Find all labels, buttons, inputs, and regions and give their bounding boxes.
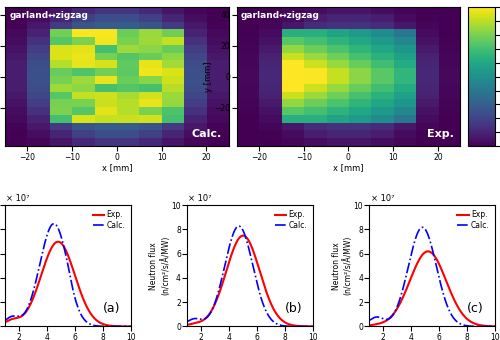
Exp. bbox=[128, 324, 134, 328]
Calc. bbox=[77, 311, 83, 315]
Legend: Exp., Calc.: Exp., Calc. bbox=[92, 209, 127, 232]
Exp. bbox=[80, 294, 86, 299]
Calc. bbox=[442, 296, 448, 300]
Exp. bbox=[2, 320, 8, 324]
Exp. bbox=[492, 324, 498, 328]
Exp. bbox=[260, 278, 266, 282]
Exp. bbox=[116, 324, 122, 328]
Calc. bbox=[290, 324, 296, 328]
Exp. bbox=[444, 280, 450, 284]
Calc. bbox=[444, 302, 450, 306]
Text: (a): (a) bbox=[103, 302, 120, 315]
X-axis label: x [mm]: x [mm] bbox=[102, 163, 132, 172]
Calc. bbox=[259, 299, 265, 303]
Calc. bbox=[50, 222, 56, 226]
Calc. bbox=[310, 324, 316, 328]
Line: Calc.: Calc. bbox=[370, 227, 495, 326]
Calc. bbox=[116, 324, 122, 328]
Text: garland↔zigzag: garland↔zigzag bbox=[10, 11, 88, 20]
Exp. bbox=[108, 324, 114, 328]
Calc. bbox=[480, 324, 486, 328]
Exp. bbox=[259, 276, 265, 280]
Exp. bbox=[55, 240, 61, 244]
Calc. bbox=[2, 318, 8, 322]
Exp. bbox=[367, 323, 373, 327]
Text: Calc.: Calc. bbox=[192, 130, 222, 139]
Legend: Exp., Calc.: Exp., Calc. bbox=[456, 209, 491, 232]
Text: (c): (c) bbox=[468, 302, 484, 315]
Calc. bbox=[184, 319, 190, 323]
Exp. bbox=[240, 234, 246, 238]
Exp. bbox=[184, 323, 190, 327]
Calc. bbox=[472, 324, 478, 328]
Line: Exp.: Exp. bbox=[370, 251, 495, 326]
Exp. bbox=[442, 275, 448, 279]
Calc. bbox=[2, 318, 8, 322]
X-axis label: x [mm]: x [mm] bbox=[333, 163, 364, 172]
Exp. bbox=[310, 324, 316, 328]
Y-axis label: Neutron flux
(n/cm²/s/Å/MW): Neutron flux (n/cm²/s/Å/MW) bbox=[150, 236, 170, 295]
Line: Calc.: Calc. bbox=[5, 224, 130, 326]
Exp. bbox=[77, 288, 83, 292]
Y-axis label: y [mm]: y [mm] bbox=[204, 61, 213, 92]
Calc. bbox=[441, 295, 447, 299]
Calc. bbox=[108, 324, 114, 328]
Exp. bbox=[425, 249, 431, 253]
Exp. bbox=[472, 322, 478, 326]
Calc. bbox=[80, 315, 86, 319]
Text: × 10⁷: × 10⁷ bbox=[6, 193, 30, 203]
Text: garland↔zigzag: garland↔zigzag bbox=[241, 11, 320, 20]
Calc. bbox=[262, 306, 268, 310]
Exp. bbox=[2, 320, 8, 324]
Exp. bbox=[290, 323, 296, 327]
Calc. bbox=[184, 319, 190, 323]
Calc. bbox=[236, 224, 242, 228]
Exp. bbox=[366, 323, 372, 327]
Calc. bbox=[77, 310, 83, 314]
Exp. bbox=[480, 324, 486, 328]
Calc. bbox=[366, 318, 372, 322]
Calc. bbox=[367, 318, 373, 322]
Exp. bbox=[298, 324, 304, 328]
Line: Exp.: Exp. bbox=[187, 236, 313, 326]
Calc. bbox=[128, 324, 134, 328]
Exp. bbox=[262, 284, 268, 288]
Text: × 10⁷: × 10⁷ bbox=[370, 193, 394, 203]
Line: Calc.: Calc. bbox=[187, 226, 313, 326]
Text: (b): (b) bbox=[285, 302, 303, 315]
Y-axis label: Neutron flux
(n/cm²/s/Å/MW): Neutron flux (n/cm²/s/Å/MW) bbox=[332, 236, 352, 295]
Text: × 10⁷: × 10⁷ bbox=[188, 193, 212, 203]
Calc. bbox=[420, 225, 426, 230]
Exp. bbox=[77, 289, 83, 293]
Legend: Exp., Calc.: Exp., Calc. bbox=[274, 209, 309, 232]
Text: Exp.: Exp. bbox=[426, 130, 454, 139]
Line: Exp.: Exp. bbox=[5, 242, 130, 326]
Exp. bbox=[184, 323, 190, 327]
Calc. bbox=[298, 324, 304, 328]
Calc. bbox=[260, 300, 266, 304]
Calc. bbox=[492, 324, 498, 328]
Exp. bbox=[441, 274, 447, 278]
